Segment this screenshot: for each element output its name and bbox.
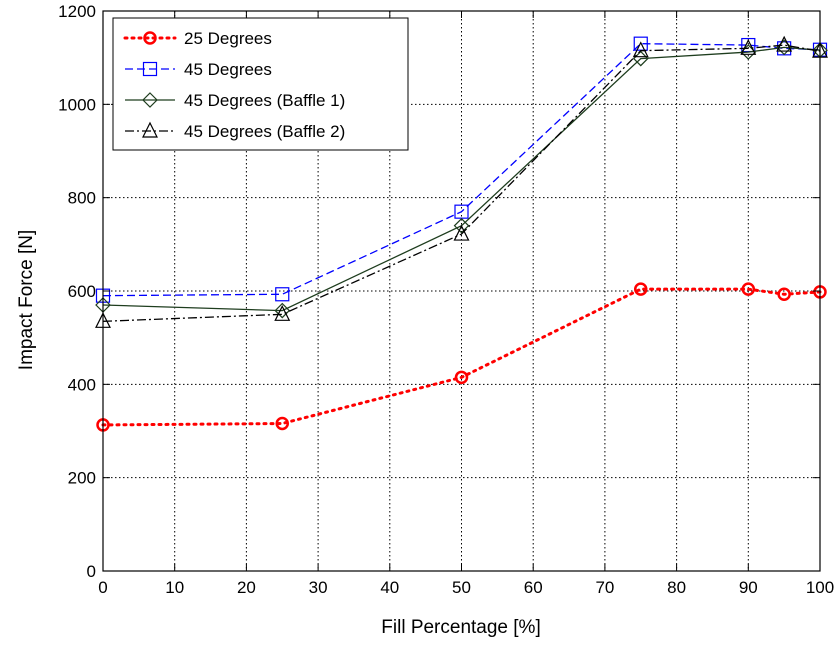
x-tick-label: 0 [98, 578, 107, 597]
data-point [740, 38, 757, 55]
legend-item: 45 Degrees (Baffle 2) [125, 121, 345, 141]
data-point [777, 287, 791, 302]
data-point [634, 282, 648, 296]
x-axis-title: Fill Percentage [%] [381, 617, 540, 638]
data-point [632, 41, 649, 58]
series-line [102, 44, 821, 322]
data-point [453, 217, 470, 234]
data-point [274, 302, 291, 319]
data-point [275, 416, 289, 431]
y-tick-label: 800 [68, 189, 96, 208]
legend-label: 45 Degrees (Baffle 2) [184, 122, 345, 141]
x-tick-label: 90 [739, 578, 758, 597]
y-tick-label: 600 [68, 282, 96, 301]
legend-marker [142, 121, 158, 138]
y-tick-label: 1000 [58, 95, 96, 114]
x-tick-label: 80 [667, 578, 686, 597]
series-0 [96, 282, 827, 432]
series-line [102, 46, 821, 312]
legend-marker [142, 61, 158, 77]
x-tick-label: 60 [524, 578, 543, 597]
legend-marker [143, 31, 157, 45]
legend: 25 Degrees 45 Degrees 45 Degrees (Baffle 1… [112, 17, 409, 151]
legend-item: 45 Degrees [125, 60, 272, 79]
legend-marker [142, 92, 158, 108]
y-tick-label: 1200 [58, 2, 96, 21]
x-tick-label: 20 [237, 578, 256, 597]
data-point [275, 287, 290, 302]
legend-label: 45 Degrees (Baffle 1) [184, 91, 345, 110]
x-tick-label: 40 [380, 578, 399, 597]
legend-item: 45 Degrees (Baffle 1) [125, 91, 345, 110]
data-point [454, 370, 469, 385]
series-layer [95, 35, 828, 432]
legend-item: 25 Degrees [123, 29, 272, 48]
x-tick-label: 30 [309, 578, 328, 597]
series-line [101, 287, 822, 427]
y-tick-label: 200 [68, 469, 96, 488]
x-tick-label: 100 [806, 578, 834, 597]
x-tick-label: 50 [452, 578, 471, 597]
x-tick-label: 10 [165, 578, 184, 597]
data-point [274, 304, 291, 321]
legend-label: 25 Degrees [184, 29, 272, 48]
data-point [453, 224, 470, 241]
data-point [776, 35, 793, 52]
y-axis-title: Impact Force [N] [16, 230, 37, 370]
ticks-layer: 0 10 20 30 40 50 60 70 80 90 100020040060080010001… [58, 2, 834, 597]
data-point [741, 282, 756, 296]
legend-box [112, 17, 409, 151]
x-tick-label: 70 [595, 578, 614, 597]
y-tick-label: 0 [87, 562, 96, 581]
legend-label: 45 Degrees [184, 60, 272, 79]
y-tick-label: 400 [68, 375, 96, 394]
